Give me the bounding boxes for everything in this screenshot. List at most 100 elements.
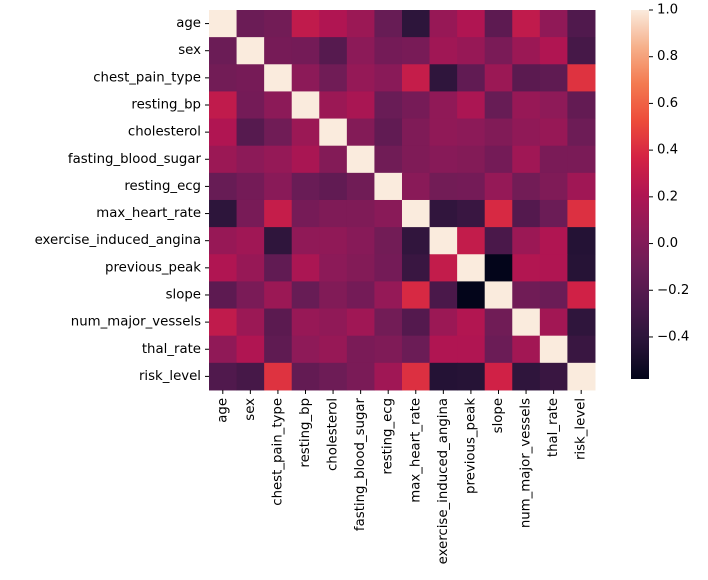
heatmap-cell-thal_rate-max_heart_rate — [401, 335, 431, 364]
heatmap-cell-sex-num_major_vessels — [512, 37, 541, 65]
heatmap-cell-cholesterol-sex — [236, 118, 265, 147]
heatmap-cell-risk_level-slope — [484, 362, 513, 391]
heatmap-cell-resting_bp-cholesterol — [319, 91, 348, 120]
heatmap-cell-resting_ecg-chest_pain_type — [264, 172, 293, 201]
heatmap-cell-max_heart_rate-num_major_vessels — [512, 199, 541, 228]
heatmap-cell-age-resting_ecg — [374, 10, 403, 38]
heatmap-cell-thal_rate-cholesterol — [319, 335, 348, 364]
heatmap-cell-exercise_induced_angina-thal_rate — [539, 227, 568, 255]
heatmap-cell-resting_ecg-risk_level — [567, 172, 596, 201]
colorbar-gradient — [631, 10, 649, 379]
heatmap-cell-risk_level-resting_ecg — [374, 362, 403, 391]
x-tick-label-max_heart_rate: max_heart_rate — [408, 398, 423, 503]
heatmap-cell-exercise_induced_angina-max_heart_rate — [401, 227, 431, 255]
y-tick-label-exercise_induced_angina: exercise_induced_angina — [35, 233, 201, 248]
heatmap-cell-resting_bp-thal_rate — [539, 91, 568, 120]
heatmap-cell-risk_level-exercise_induced_angina — [429, 362, 458, 391]
heatmap-cell-resting_ecg-exercise_induced_angina — [429, 172, 458, 201]
heatmap-cell-num_major_vessels-num_major_vessels — [512, 308, 541, 337]
heatmap-cell-thal_rate-previous_peak — [457, 335, 486, 364]
heatmap-cell-resting_bp-previous_peak — [457, 91, 486, 120]
y-tick-label-risk_level: risk_level — [139, 369, 201, 384]
heatmap-cell-thal_rate-age — [209, 335, 238, 364]
heatmap-cell-thal_rate-fasting_blood_sugar — [346, 335, 375, 364]
heatmap-cell-age-age — [209, 10, 238, 38]
heatmap-cell-resting_ecg-previous_peak — [457, 172, 486, 201]
heatmap-cell-chest_pain_type-num_major_vessels — [512, 64, 541, 92]
heatmap-cell-fasting_blood_sugar-exercise_induced_angina — [429, 145, 458, 174]
heatmap-cell-previous_peak-exercise_induced_angina — [429, 254, 458, 282]
heatmap-cell-thal_rate-num_major_vessels — [512, 335, 541, 364]
heatmap-cell-risk_level-fasting_blood_sugar — [346, 362, 375, 391]
x-tick-label-risk_level: risk_level — [574, 398, 589, 460]
heatmap-cell-resting_bp-exercise_induced_angina — [429, 91, 458, 120]
x-tick-labels: age sex chest_pain_type resting_bp cholester… — [215, 389, 589, 564]
heatmap-cell-resting_ecg-max_heart_rate — [401, 172, 431, 201]
y-tick-label-chest_pain_type: chest_pain_type — [93, 70, 201, 85]
heatmap-cell-resting_bp-max_heart_rate — [401, 91, 431, 120]
heatmap-cell-exercise_induced_angina-slope — [484, 227, 513, 255]
heatmap-cell-max_heart_rate-resting_bp — [291, 199, 320, 228]
heatmap-cell-resting_ecg-sex — [236, 172, 265, 201]
heatmap-cell-sex-fasting_blood_sugar — [346, 37, 375, 65]
heatmap-cell-age-slope — [484, 10, 513, 38]
heatmap-cell-num_major_vessels-slope — [484, 308, 513, 337]
heatmap-cell-cholesterol-risk_level — [567, 118, 596, 147]
heatmap-cell-slope-exercise_induced_angina — [429, 281, 458, 310]
heatmap-cell-resting_ecg-resting_bp — [291, 172, 320, 201]
heatmap-cell-age-chest_pain_type — [264, 10, 293, 38]
heatmap-cell-num_major_vessels-sex — [236, 308, 265, 337]
x-tick-label-sex: sex — [243, 398, 258, 421]
heatmap-cell-max_heart_rate-age — [209, 199, 238, 228]
heatmap-cell-risk_level-resting_bp — [291, 362, 320, 391]
heatmap-cell-chest_pain_type-age — [209, 64, 238, 92]
heatmap-cell-fasting_blood_sugar-cholesterol — [319, 145, 348, 174]
heatmap-cell-previous_peak-previous_peak — [457, 254, 486, 282]
heatmap-cell-resting_ecg-fasting_blood_sugar — [346, 172, 375, 201]
heatmap-cell-fasting_blood_sugar-resting_bp — [291, 145, 320, 174]
heatmap-cell-exercise_induced_angina-exercise_induced_angina — [429, 227, 458, 255]
heatmap-cell-sex-chest_pain_type — [264, 37, 293, 65]
heatmap-cell-risk_level-age — [209, 362, 238, 391]
heatmap-cell-resting_ecg-num_major_vessels — [512, 172, 541, 201]
heatmap-cell-risk_level-max_heart_rate — [401, 362, 431, 391]
x-tick-label-previous_peak: previous_peak — [463, 398, 478, 494]
colorbar: 1.0 0.8 0.6 0.4 0.2 0.0 −0.2 −0.4 — [631, 3, 689, 379]
y-tick-label-num_major_vessels: num_major_vessels — [71, 315, 201, 330]
heatmap-cell-risk_level-sex — [236, 362, 265, 391]
heatmap-cell-chest_pain_type-cholesterol — [319, 64, 348, 92]
heatmap-cell-previous_peak-resting_bp — [291, 254, 320, 282]
heatmap-cell-exercise_induced_angina-num_major_vessels — [512, 227, 541, 255]
heatmap-cell-exercise_induced_angina-resting_bp — [291, 227, 320, 255]
heatmap-cell-num_major_vessels-cholesterol — [319, 308, 348, 337]
x-tick-label-exercise_induced_angina: exercise_induced_angina — [436, 398, 451, 564]
heatmap-cell-previous_peak-slope — [484, 254, 513, 282]
heatmap-cell-age-exercise_induced_angina — [429, 10, 458, 38]
heatmap-cell-max_heart_rate-chest_pain_type — [264, 199, 293, 228]
colorbar-tick-label: 0.4 — [657, 143, 678, 158]
colorbar-tick-label: 1.0 — [657, 3, 678, 18]
heatmap-cell-max_heart_rate-sex — [236, 199, 265, 228]
heatmap-cell-thal_rate-sex — [236, 335, 265, 364]
heatmap-cell-max_heart_rate-slope — [484, 199, 513, 228]
heatmap-cell-thal_rate-chest_pain_type — [264, 335, 293, 364]
heatmap-cell-chest_pain_type-resting_bp — [291, 64, 320, 92]
heatmap-cell-slope-previous_peak — [457, 281, 486, 310]
heatmap-cell-cholesterol-max_heart_rate — [401, 118, 431, 147]
heatmap-cell-fasting_blood_sugar-resting_ecg — [374, 145, 403, 174]
heatmap-cell-age-resting_bp — [291, 10, 320, 38]
heatmap-cell-num_major_vessels-thal_rate — [539, 308, 568, 337]
colorbar-tick-label: 0.2 — [657, 189, 678, 204]
heatmap-cell-num_major_vessels-previous_peak — [457, 308, 486, 337]
heatmap-cell-age-cholesterol — [319, 10, 348, 38]
heatmap-cell-thal_rate-resting_ecg — [374, 335, 403, 364]
x-tick-label-num_major_vessels: num_major_vessels — [519, 398, 534, 528]
heatmap-cell-fasting_blood_sugar-num_major_vessels — [512, 145, 541, 174]
heatmap-cell-num_major_vessels-age — [209, 308, 238, 337]
heatmap-cell-slope-risk_level — [567, 281, 596, 310]
heatmap-cell-cholesterol-resting_bp — [291, 118, 320, 147]
heatmap-cell-risk_level-chest_pain_type — [264, 362, 293, 391]
heatmap-cell-slope-age — [209, 281, 238, 310]
x-tick-label-cholesterol: cholesterol — [326, 398, 341, 471]
